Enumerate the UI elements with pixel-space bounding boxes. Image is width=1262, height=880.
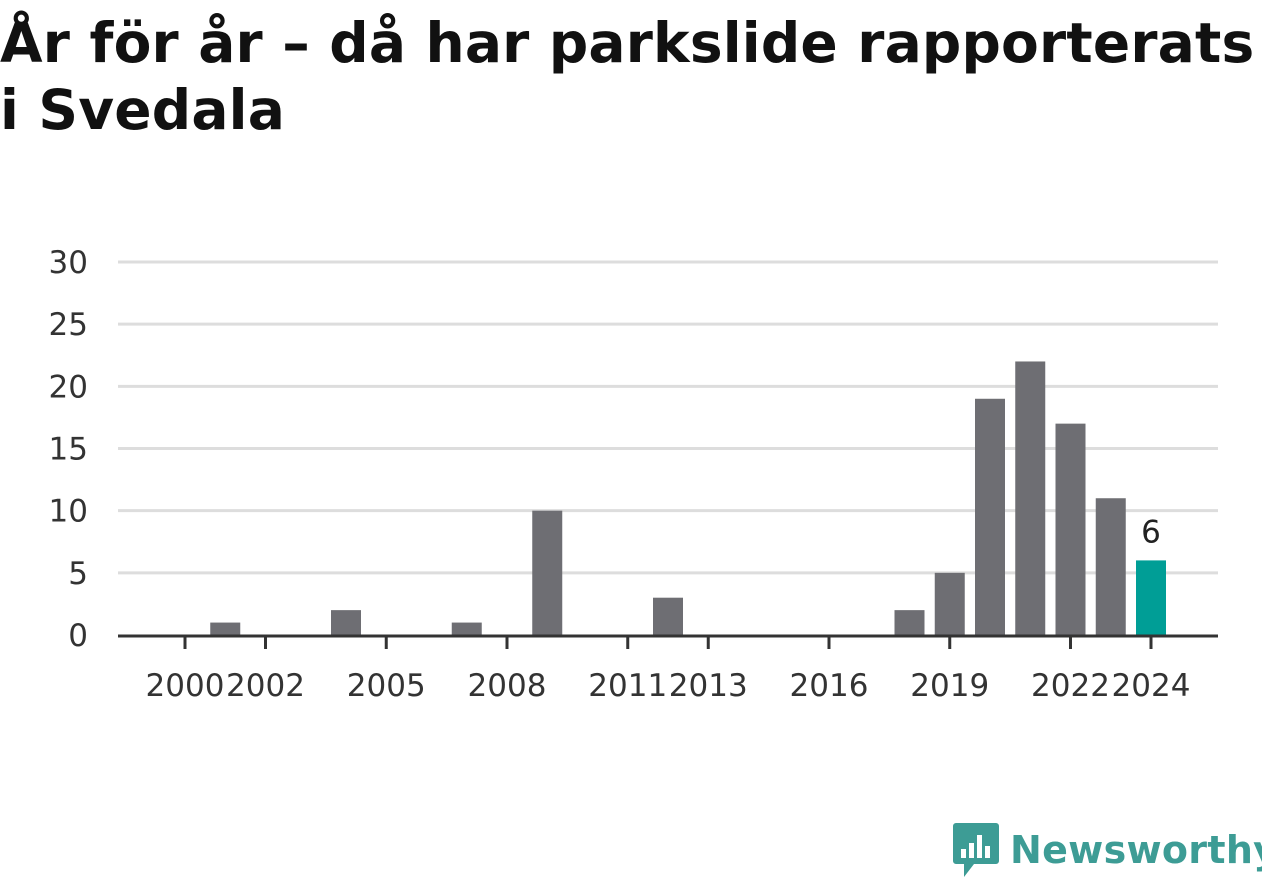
bar-2009	[532, 510, 563, 635]
y-tick-label: 25	[49, 307, 88, 343]
newsworthy-logo-icon	[953, 823, 999, 877]
bars	[210, 361, 1166, 635]
bar-2023	[1095, 498, 1126, 635]
bar-2020	[975, 398, 1005, 635]
newsworthy-logo: Newsworthy	[952, 820, 1262, 880]
x-tick-label: 2024	[1112, 668, 1191, 704]
y-tick-label: 0	[68, 618, 88, 654]
x-tick-label: 2005	[347, 668, 426, 704]
y-axis-ticks: 0 5 10 15 20 25 30	[49, 245, 88, 654]
bar-2022	[1055, 423, 1086, 635]
x-tick-label: 2013	[669, 668, 748, 704]
y-tick-label: 30	[49, 245, 88, 281]
bar-2012	[653, 597, 683, 635]
bar-2021	[1015, 361, 1046, 635]
x-tick-label: 2011	[588, 668, 667, 704]
bar-2001	[210, 622, 241, 635]
x-tick-label: 2019	[910, 668, 989, 704]
x-tick-label: 2008	[468, 668, 547, 704]
x-tick-label: 2002	[226, 668, 305, 704]
y-tick-label: 20	[49, 369, 88, 405]
y-tick-label: 10	[49, 494, 88, 530]
gridlines	[118, 260, 1218, 575]
data-label-2024: 6	[1141, 514, 1161, 550]
x-tick-label: 2016	[790, 668, 869, 704]
y-tick-label: 5	[68, 556, 88, 592]
data-labels: 6	[1141, 514, 1161, 550]
y-tick-label: 15	[49, 432, 88, 468]
x-tick-label: 2000	[146, 668, 225, 704]
x-axis-ticks: 2000 2002 2005 2008 2011 2013 2016 2019 2022 2024	[146, 637, 1191, 704]
bar-2007	[451, 622, 482, 635]
chart-title: År för år – då har parkslide rapporterat…	[0, 11, 1255, 142]
bar-2018	[894, 610, 925, 635]
bar-2024	[1136, 560, 1166, 635]
bar-2004	[331, 610, 361, 635]
x-tick-label: 2022	[1031, 668, 1110, 704]
bar-2019	[934, 572, 965, 635]
brand-name: Newsworthy	[1010, 828, 1262, 872]
